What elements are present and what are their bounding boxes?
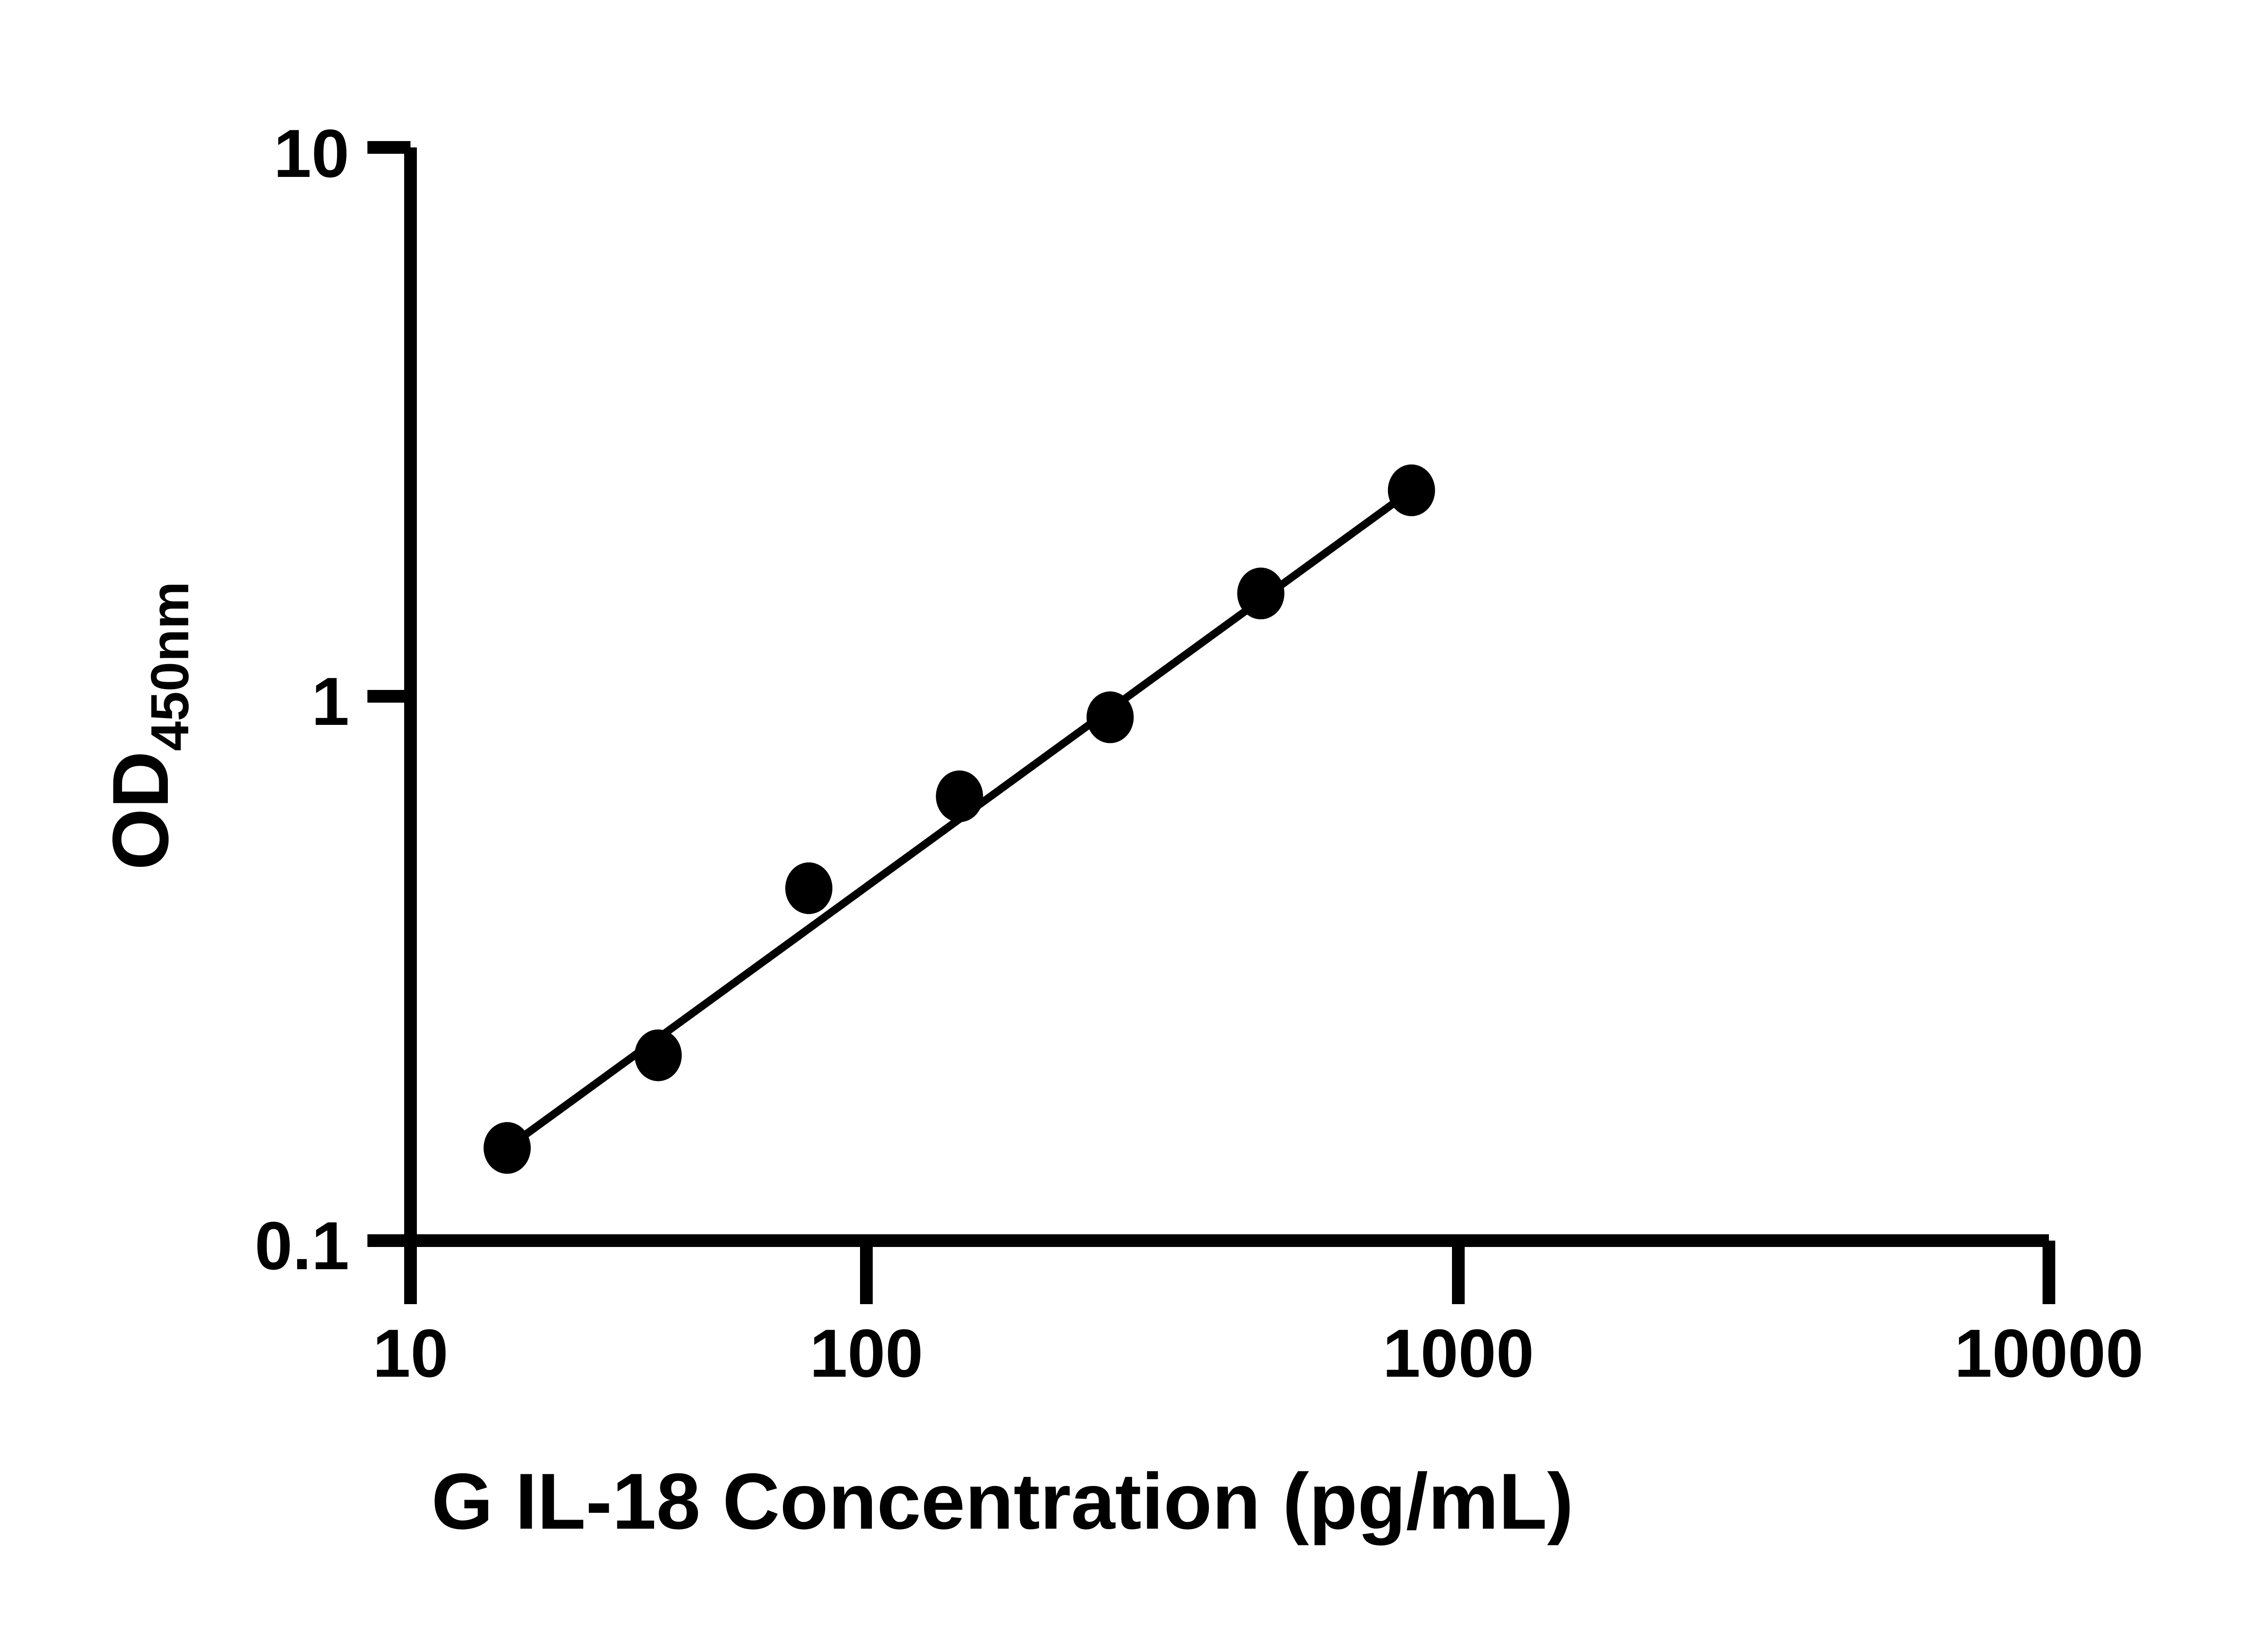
data-point-marker[interactable] [634, 1029, 682, 1081]
y-axis-title-group: OD450nm [97, 582, 200, 870]
x-tick-label-10: 10 [373, 1315, 449, 1391]
y-axis-title-subscript: 450nm [140, 582, 200, 751]
x-tick-label-1000: 1000 [1383, 1315, 1534, 1391]
data-point-marker[interactable] [936, 770, 983, 822]
x-tick-marks [404, 1241, 2055, 1304]
x-axis-title: G IL-18 Concentration (pg/mL) [431, 1457, 1574, 1546]
data-point-marker[interactable] [1388, 464, 1435, 516]
x-tick-label-100: 100 [810, 1315, 923, 1391]
data-point-marker[interactable] [484, 1122, 531, 1174]
y-tick-label-0-1: 0.1 [254, 1208, 349, 1284]
y-tick-label-10: 10 [274, 115, 349, 191]
data-point-marker[interactable] [1086, 691, 1134, 743]
data-series-layer [484, 464, 1435, 1174]
data-point-marker[interactable] [785, 862, 833, 914]
y-tick-label-1: 1 [312, 663, 349, 739]
data-point-marker[interactable] [1237, 567, 1285, 620]
y-tick-marks [367, 141, 411, 1247]
y-axis-title: OD450nm [97, 582, 200, 870]
y-axis-title-main: OD [97, 751, 185, 870]
x-tick-label-10000: 10000 [1954, 1315, 2143, 1391]
